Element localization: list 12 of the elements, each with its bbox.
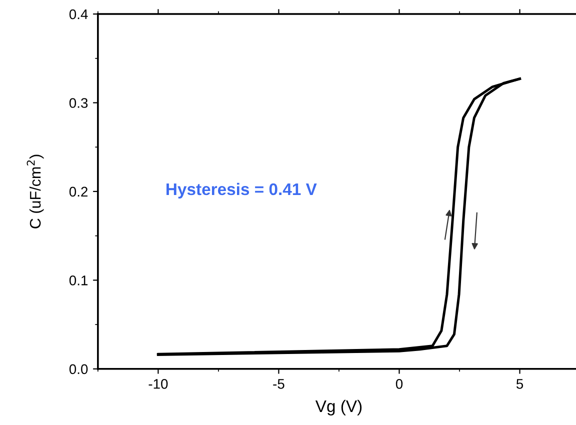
y-axis-title: C (uF/cm$^{2}$) <box>26 154 44 228</box>
y-tick-label: 0.3 <box>69 98 88 108</box>
annotation: Hysteresis = 0.41 V <box>166 182 317 198</box>
x-tick-label: -5 <box>273 379 284 389</box>
y-tick-label: 0.1 <box>69 276 88 286</box>
y-tick-label: 0.2 <box>69 186 88 197</box>
x-tick-label: 0 <box>396 378 403 389</box>
y-tick-label: 0.4 <box>69 9 88 20</box>
y-tick-label: 0.0 <box>69 364 88 374</box>
x-tick-label: -10 <box>148 378 168 389</box>
x-axis-title: Vg (V) <box>315 400 362 416</box>
x-tick-label: 5 <box>516 379 524 389</box>
